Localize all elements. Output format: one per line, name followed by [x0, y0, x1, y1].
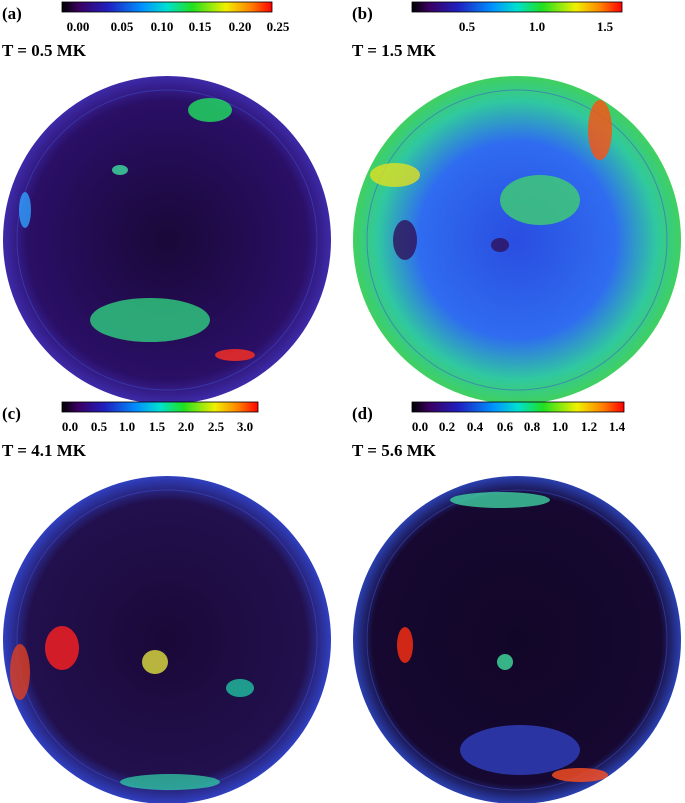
panel-label: (d) — [352, 404, 373, 423]
limb-ring — [366, 89, 668, 391]
colorbar-tick-label: 0.0 — [412, 419, 428, 434]
panel: (b) 0.5 1.0 1.5 T = 1.5 MK — [352, 1, 681, 404]
colorbar-tick-label: 0.10 — [151, 19, 174, 34]
colorbar-tick-label: 0.25 — [267, 19, 290, 34]
colorbar-tick-label: 0.6 — [497, 419, 514, 434]
colorbar-tick-label: 0.20 — [229, 19, 252, 34]
solar-disk — [3, 476, 331, 803]
emission-region — [215, 349, 255, 361]
emission-region — [142, 650, 168, 674]
colorbar — [61, 401, 259, 413]
colorbar-tick-label: 1.0 — [529, 19, 545, 34]
emission-region — [588, 100, 612, 160]
panel-label: (a) — [2, 4, 22, 23]
temperature-label: T = 1.5 MK — [352, 41, 437, 60]
colorbar — [61, 1, 273, 13]
colorbar-tick-label: 3.0 — [237, 419, 253, 434]
colorbar-tick-label: 0.2 — [439, 419, 455, 434]
colorbar-tick-label: 0.15 — [189, 19, 212, 34]
temperature-label: T = 5.6 MK — [352, 441, 437, 460]
emission-region — [497, 654, 513, 670]
emission-region — [397, 627, 413, 663]
colorbar-tick-label: 1.5 — [149, 419, 166, 434]
colorbar — [411, 1, 623, 13]
emission-region — [10, 644, 30, 700]
colorbar-tick-label: 0.05 — [111, 19, 134, 34]
solar-disk — [3, 76, 331, 404]
colorbar-tick-label: 0.8 — [524, 419, 541, 434]
colorbar-tick-label: 1.0 — [552, 419, 568, 434]
emission-region — [226, 679, 254, 697]
colorbar-tick-label: 2.0 — [178, 419, 194, 434]
panel: (d) 0.0 0.2 0.4 0.6 0.8 1.0 1.2 1.4 T = 5.6 MK — [352, 401, 681, 803]
emission-region — [500, 175, 580, 225]
colorbar-tick-label: 2.5 — [208, 419, 225, 434]
limb-ring — [16, 89, 318, 391]
emission-region — [460, 725, 580, 775]
colorbar-tick-label: 0.0 — [62, 419, 78, 434]
temperature-label: T = 0.5 MK — [2, 41, 87, 60]
colorbar-tick-label: 0.00 — [67, 19, 90, 34]
colorbar-tick-label: 1.5 — [597, 19, 614, 34]
colorbar-tick-label: 0.5 — [459, 19, 476, 34]
panel-label: (b) — [352, 4, 373, 23]
panel-label: (c) — [2, 404, 21, 423]
emission-region — [370, 163, 420, 187]
emission-region — [90, 298, 210, 342]
limb-ring — [366, 489, 668, 791]
limb-ring — [16, 489, 318, 791]
emission-region — [450, 492, 550, 508]
emission-region — [112, 165, 128, 175]
panel: (c) 0.0 0.5 1.0 1.5 2.0 2.5 3.0 T = 4.1 MK — [2, 401, 331, 803]
emission-region — [45, 626, 79, 670]
colorbar — [411, 401, 625, 413]
emission-region — [491, 238, 509, 252]
emission-region — [19, 192, 31, 228]
colorbar-tick-label: 0.4 — [467, 419, 484, 434]
colorbar-tick-label: 0.5 — [91, 419, 108, 434]
panel: (a) 0.00 0.05 0.10 0.15 0.20 0.25 T = 0.5 MK — [2, 1, 331, 404]
emission-region — [552, 768, 608, 782]
emission-region — [188, 98, 232, 122]
temperature-label: T = 4.1 MK — [2, 441, 87, 460]
solar-disk — [353, 476, 681, 803]
colorbar-tick-label: 1.4 — [609, 419, 626, 434]
emission-region — [393, 220, 417, 260]
emission-region — [120, 774, 220, 790]
colorbar-tick-label: 1.2 — [581, 419, 597, 434]
colorbar-tick-label: 1.0 — [119, 419, 135, 434]
